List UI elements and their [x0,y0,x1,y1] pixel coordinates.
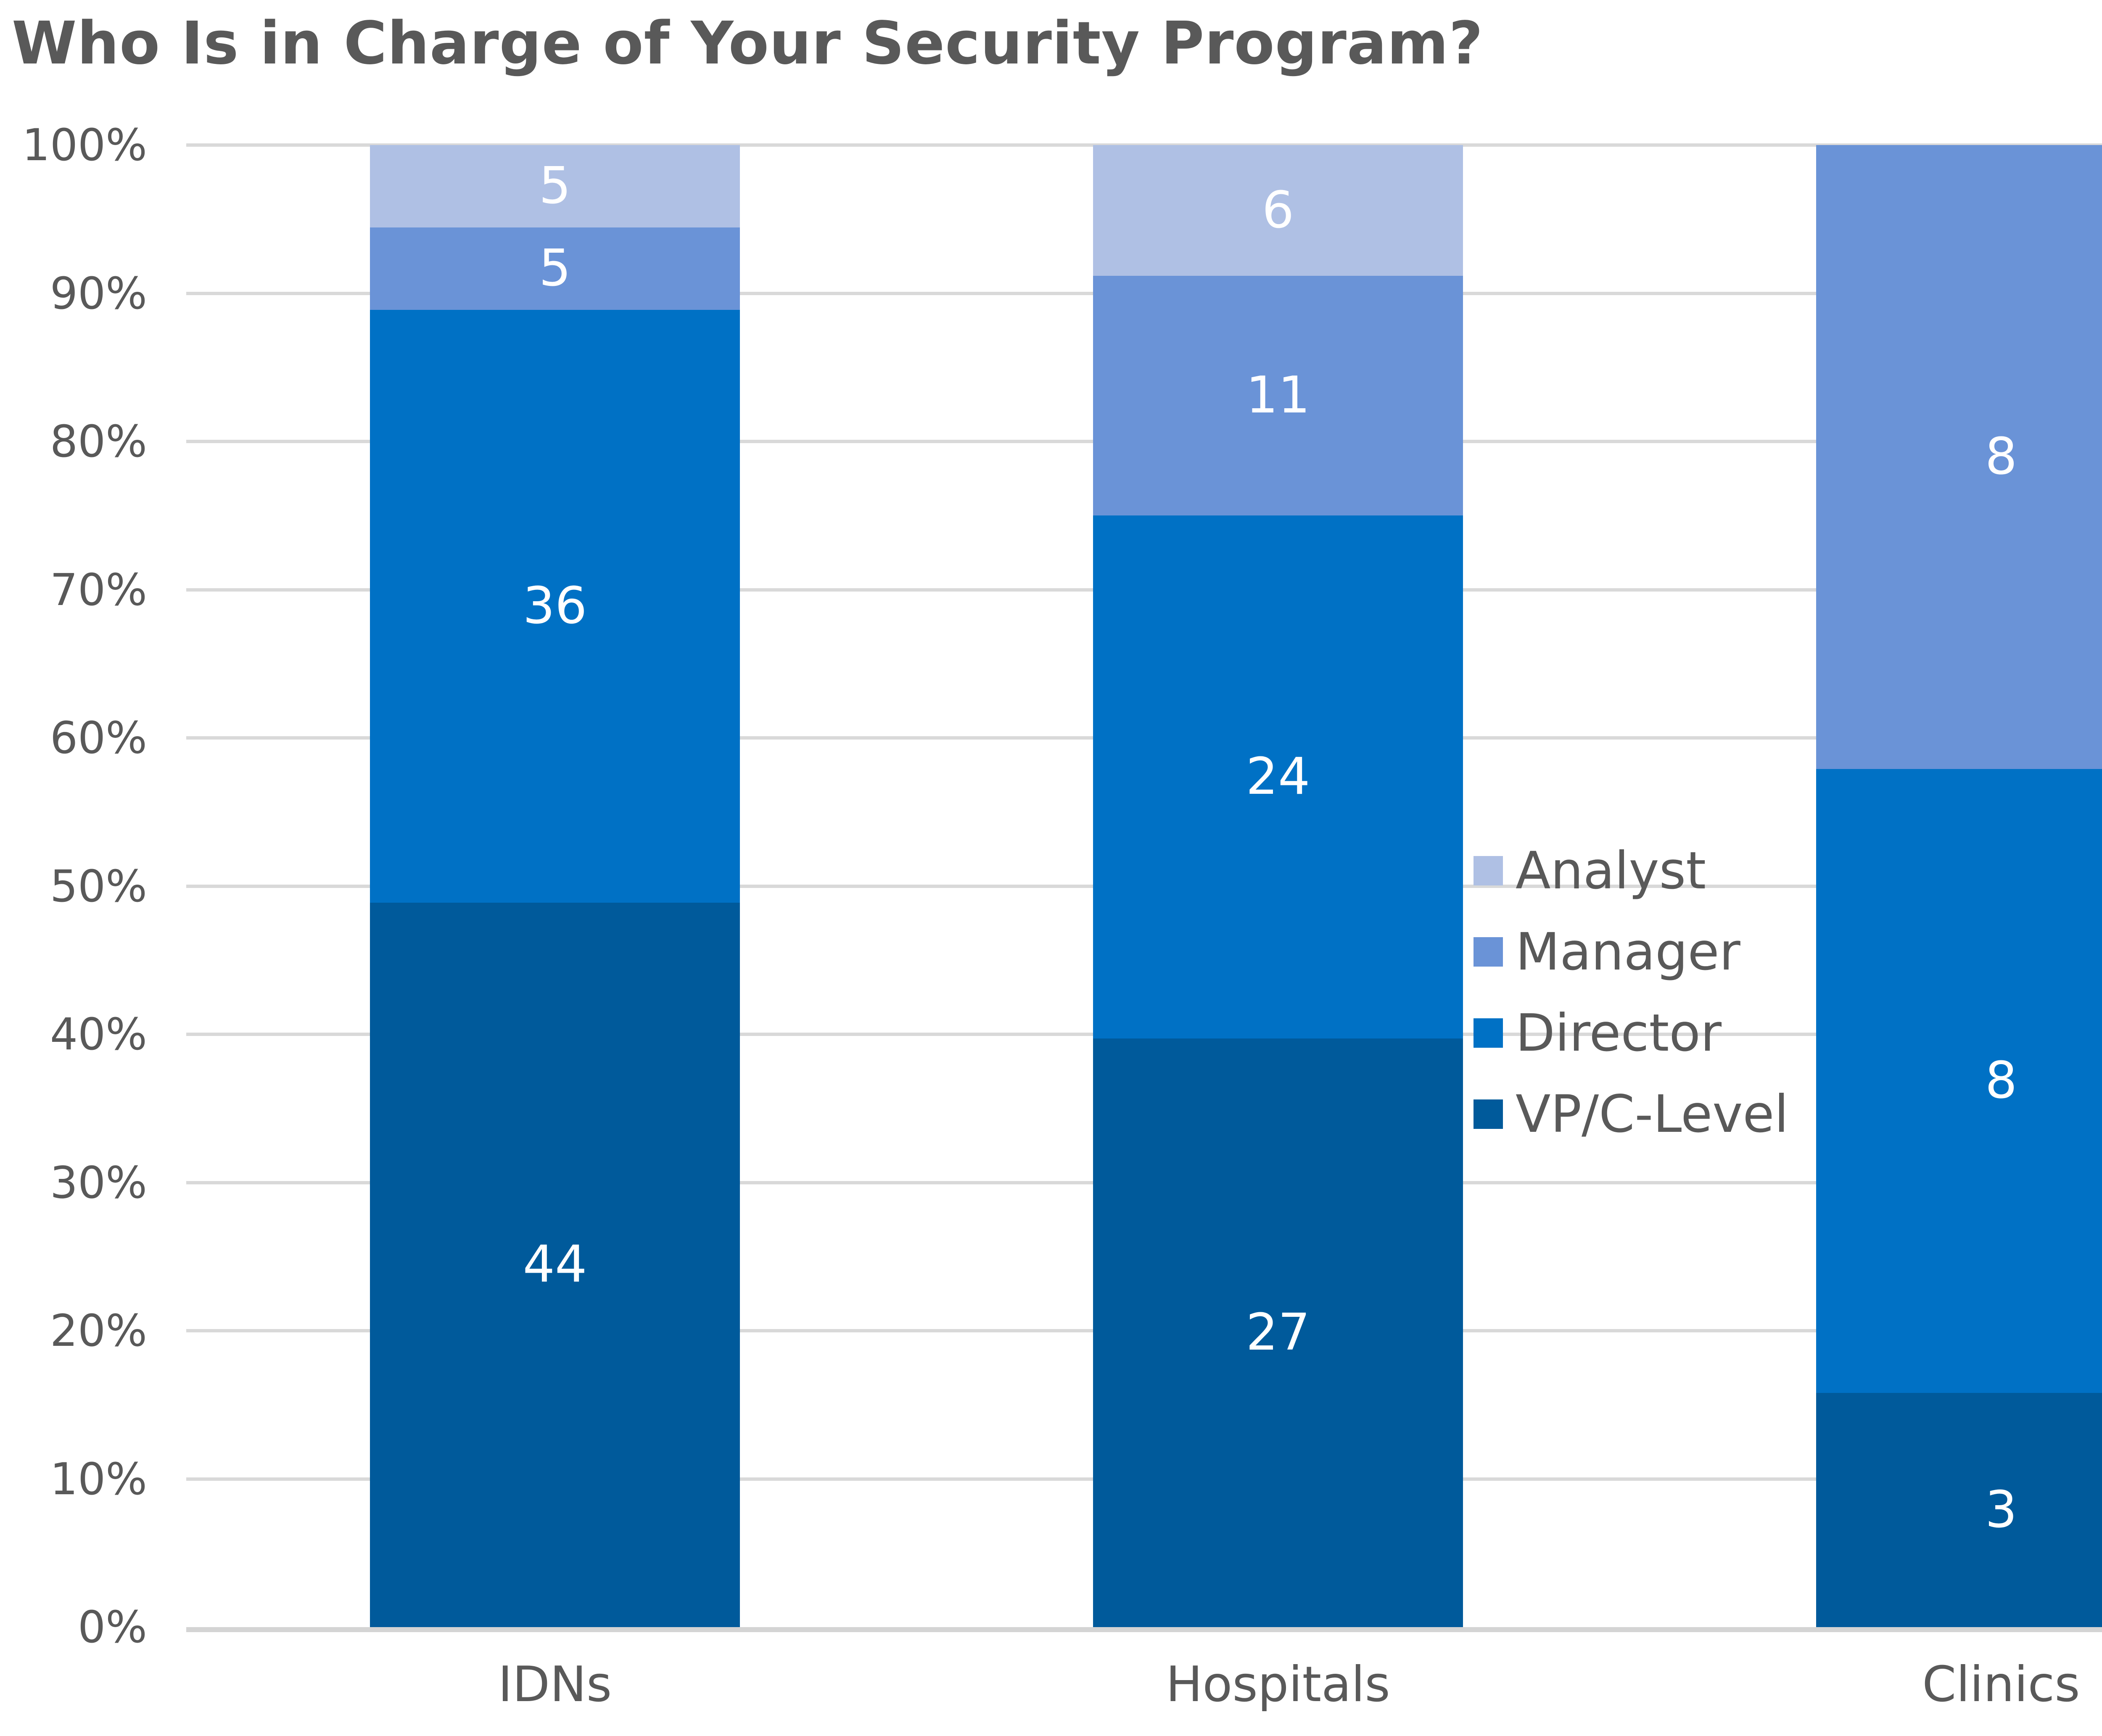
bar-segment: 8 [1816,769,2102,1393]
y-tick-label: 70% [50,564,147,616]
bar-segment: 44 [370,902,740,1627]
segment-value-label: 8 [1985,1052,2017,1110]
legend-swatch [1474,856,1503,885]
legend-swatch [1474,1018,1503,1048]
segment-value-label: 8 [1985,428,2017,486]
segment-value-label: 44 [523,1235,587,1294]
segment-value-label: 5 [539,156,571,215]
legend: Analyst Manager Director VP/C-Level [1474,830,1788,1155]
segment-value-label: 27 [1246,1303,1310,1362]
segment-value-label: 36 [523,576,587,635]
legend-item: Analyst [1474,830,1788,911]
segment-value-label: 11 [1246,366,1310,425]
legend-label: Analyst [1516,840,1706,901]
category-label: Clinics [1922,1656,2080,1713]
legend-label: VP/C-Level [1516,1084,1789,1144]
y-tick-label: 30% [50,1157,147,1208]
category-label: Hospitals [1166,1656,1390,1713]
segment-value-label: 3 [1985,1480,2017,1539]
legend-item: VP/C-Level [1474,1073,1788,1155]
segment-value-label: 6 [1262,181,1294,240]
bar-segment: 5 [370,227,740,310]
y-tick-label: 90% [50,267,147,319]
y-tick-label: 50% [50,860,147,912]
legend-item: Manager [1474,911,1788,992]
bar-segment: 5 [370,145,740,227]
legend-label: Director [1516,1003,1722,1063]
segment-value-label: 24 [1246,748,1310,806]
legend-label: Manager [1516,922,1740,982]
bar-segment: 24 [1093,515,1463,1039]
y-tick-label: 20% [50,1305,147,1356]
bar-segment: 11 [1093,276,1463,516]
y-tick-label: 100% [22,119,147,171]
bar-segment: 3 [1816,1393,2102,1627]
bar-segment: 6 [1093,145,1463,276]
legend-swatch [1474,1099,1503,1129]
x-axis-line [186,1627,2102,1632]
legend-swatch [1474,937,1503,967]
legend-item: Director [1474,992,1788,1073]
segment-value-label: 5 [539,239,571,298]
bar-segment: 36 [370,309,740,903]
y-tick-label: 40% [50,1009,147,1060]
category-label: IDNs [498,1656,612,1713]
y-tick-label: 80% [50,416,147,467]
y-tick-label: 60% [50,712,147,764]
bar-segment: 8 [1816,145,2102,769]
bar-segment: 27 [1093,1038,1463,1627]
y-tick-label: 0% [78,1601,147,1653]
y-tick-label: 10% [50,1453,147,1505]
page-title: Who Is in Charge of Your Security Progra… [12,9,1484,78]
